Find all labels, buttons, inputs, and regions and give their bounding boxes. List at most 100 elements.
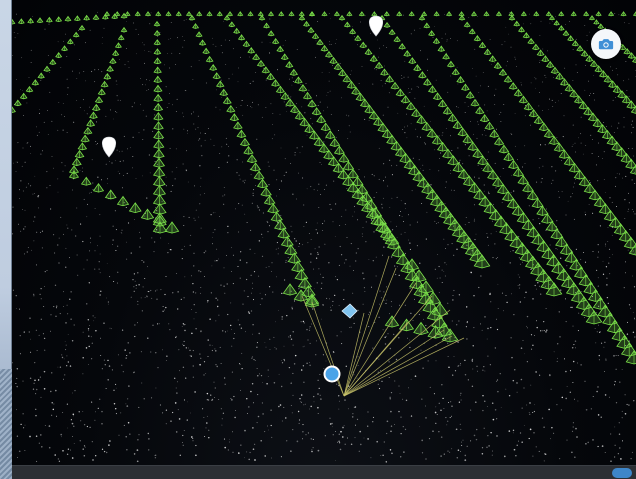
cloud-point	[176, 98, 178, 100]
cloud-point	[615, 68, 617, 69]
cloud-point	[313, 189, 315, 191]
cloud-point	[239, 178, 241, 180]
cloud-point	[418, 159, 420, 161]
camera-pyramid	[307, 99, 317, 108]
cloud-point	[335, 276, 336, 278]
cloud-point	[537, 282, 539, 284]
cloud-point	[66, 132, 68, 133]
cloud-point	[326, 94, 328, 96]
cloud-point	[271, 457, 272, 459]
cloud-point	[383, 441, 385, 443]
cloud-point	[58, 460, 61, 462]
cloud-point	[565, 370, 567, 373]
cloud-point	[325, 184, 327, 186]
map-pin-icon[interactable]	[101, 136, 117, 158]
camera-pyramid	[418, 280, 434, 294]
cloud-point	[310, 239, 312, 241]
cloud-point	[21, 165, 23, 167]
cloud-point	[409, 242, 411, 244]
cloud-point	[38, 112, 40, 114]
cloud-point	[81, 167, 83, 169]
cloud-point	[372, 347, 374, 349]
cloud-point	[423, 318, 424, 320]
cloud-point	[605, 359, 607, 361]
cloud-point	[530, 241, 532, 243]
cloud-point	[86, 303, 88, 305]
cloud-point	[340, 430, 342, 433]
status-toggle[interactable]	[612, 468, 632, 478]
cloud-point	[391, 256, 393, 258]
cloud-point	[496, 418, 498, 420]
cloud-point	[251, 357, 253, 359]
camera-pyramid	[383, 21, 391, 28]
cloud-point	[317, 251, 319, 254]
cloud-point	[598, 354, 600, 357]
cloud-point	[543, 426, 545, 428]
cloud-point	[383, 180, 384, 182]
cloud-point	[551, 166, 553, 168]
cloud-point	[339, 245, 341, 248]
cloud-point	[165, 185, 167, 187]
cloud-point	[126, 405, 129, 407]
cloud-point	[183, 128, 185, 130]
cloud-point	[593, 75, 595, 76]
camera-button[interactable]	[591, 29, 621, 59]
cloud-point	[210, 292, 212, 294]
cloud-point	[558, 100, 559, 102]
cloud-point	[471, 15, 473, 17]
cloud-point	[99, 272, 101, 274]
cloud-point	[232, 254, 234, 256]
cloud-point	[91, 441, 93, 443]
camera-pyramid	[479, 114, 490, 123]
camera-pyramid	[617, 90, 627, 99]
cloud-point	[33, 293, 35, 295]
cloud-point	[353, 322, 355, 324]
selected-point-marker[interactable]	[323, 365, 341, 383]
cloud-point	[235, 409, 236, 411]
cloud-point	[558, 196, 560, 198]
cloud-point	[338, 442, 341, 444]
cloud-point	[404, 304, 406, 306]
scene-canvas[interactable]	[12, 0, 636, 465]
cloud-point	[572, 360, 575, 363]
cloud-point	[370, 286, 373, 288]
cloud-point	[495, 258, 497, 260]
cloud-point	[483, 190, 485, 192]
cloud-point	[49, 72, 50, 73]
cloud-point	[385, 302, 387, 304]
cloud-point	[385, 461, 388, 463]
camera-pyramid	[364, 199, 378, 211]
cloud-point	[35, 264, 37, 266]
map-pin-icon[interactable]	[368, 15, 384, 37]
cloud-point	[225, 255, 227, 257]
cloud-point	[261, 255, 264, 257]
cloud-point	[253, 270, 256, 273]
cloud-point	[378, 56, 379, 58]
camera-pyramid	[518, 95, 529, 104]
cloud-point	[457, 107, 459, 108]
selected-camera-icon[interactable]	[341, 303, 358, 319]
cloud-point	[317, 449, 320, 452]
camera-pyramid	[421, 11, 428, 17]
cloud-point	[613, 355, 615, 357]
cloud-point	[283, 345, 285, 347]
cloud-point	[258, 275, 260, 277]
cloud-point	[245, 278, 248, 281]
camera-pyramid	[541, 55, 550, 62]
cloud-point	[597, 324, 600, 326]
cloud-point	[122, 371, 124, 373]
camera-pyramid	[86, 119, 96, 127]
camera-pyramid	[109, 57, 117, 64]
cloud-point	[254, 459, 256, 461]
cloud-point	[36, 460, 38, 462]
scene-markers[interactable]	[101, 15, 384, 383]
cloud-point	[306, 328, 308, 331]
cloud-point	[193, 252, 195, 254]
cloud-point	[188, 216, 190, 218]
camera-pyramid	[613, 223, 628, 235]
cloud-point	[383, 299, 385, 301]
cloud-point	[444, 186, 446, 188]
cloud-point	[103, 359, 105, 361]
3d-viewer[interactable]	[12, 0, 636, 465]
cloud-point	[182, 112, 184, 114]
